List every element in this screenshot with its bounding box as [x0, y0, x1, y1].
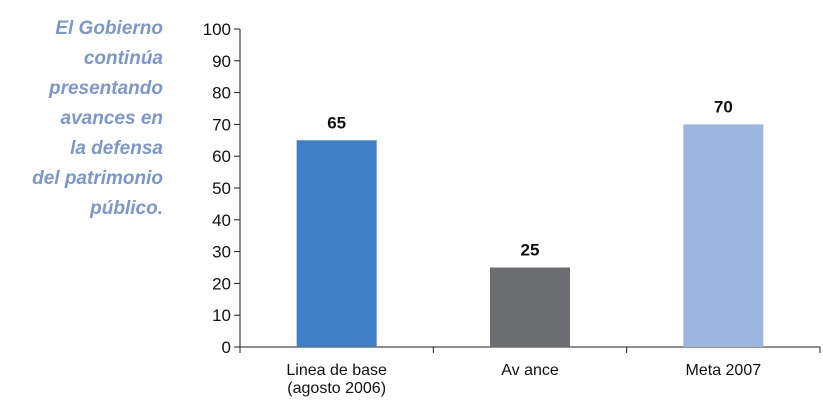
caption-text: El Gobierno continúa presentando avances… — [0, 14, 163, 224]
data-label: 65 — [327, 113, 346, 132]
bar — [296, 140, 377, 347]
data-label: 25 — [521, 241, 540, 260]
y-tick-label: 80 — [212, 84, 231, 103]
y-tick-label: 30 — [212, 243, 231, 262]
y-tick-label: 40 — [212, 211, 231, 230]
x-category-label: Av ance — [501, 362, 559, 379]
caption-line: El Gobierno — [55, 18, 163, 39]
caption-line: continúa — [83, 48, 163, 69]
y-tick-label: 20 — [212, 274, 231, 293]
y-tick-label: 100 — [203, 20, 231, 39]
bar — [683, 124, 764, 348]
caption-line: avances en — [60, 108, 163, 129]
y-tick-label: 70 — [212, 115, 231, 134]
caption-line: del patrimonio — [32, 168, 163, 189]
caption-line: público. — [90, 198, 163, 219]
x-category-label: (agosto 2006) — [287, 380, 386, 397]
y-tick-label: 50 — [212, 179, 231, 198]
y-tick-label: 0 — [222, 338, 231, 357]
y-tick-label: 60 — [212, 147, 231, 166]
caption-line: la defensa — [70, 138, 163, 159]
y-tick-label: 90 — [212, 52, 231, 71]
x-category-label: Meta 2007 — [686, 362, 762, 379]
caption-line: presentando — [48, 78, 163, 99]
x-category-label: Linea de base — [286, 362, 387, 379]
data-label: 70 — [714, 97, 733, 116]
y-tick-label: 10 — [212, 306, 231, 325]
bar — [490, 267, 570, 347]
